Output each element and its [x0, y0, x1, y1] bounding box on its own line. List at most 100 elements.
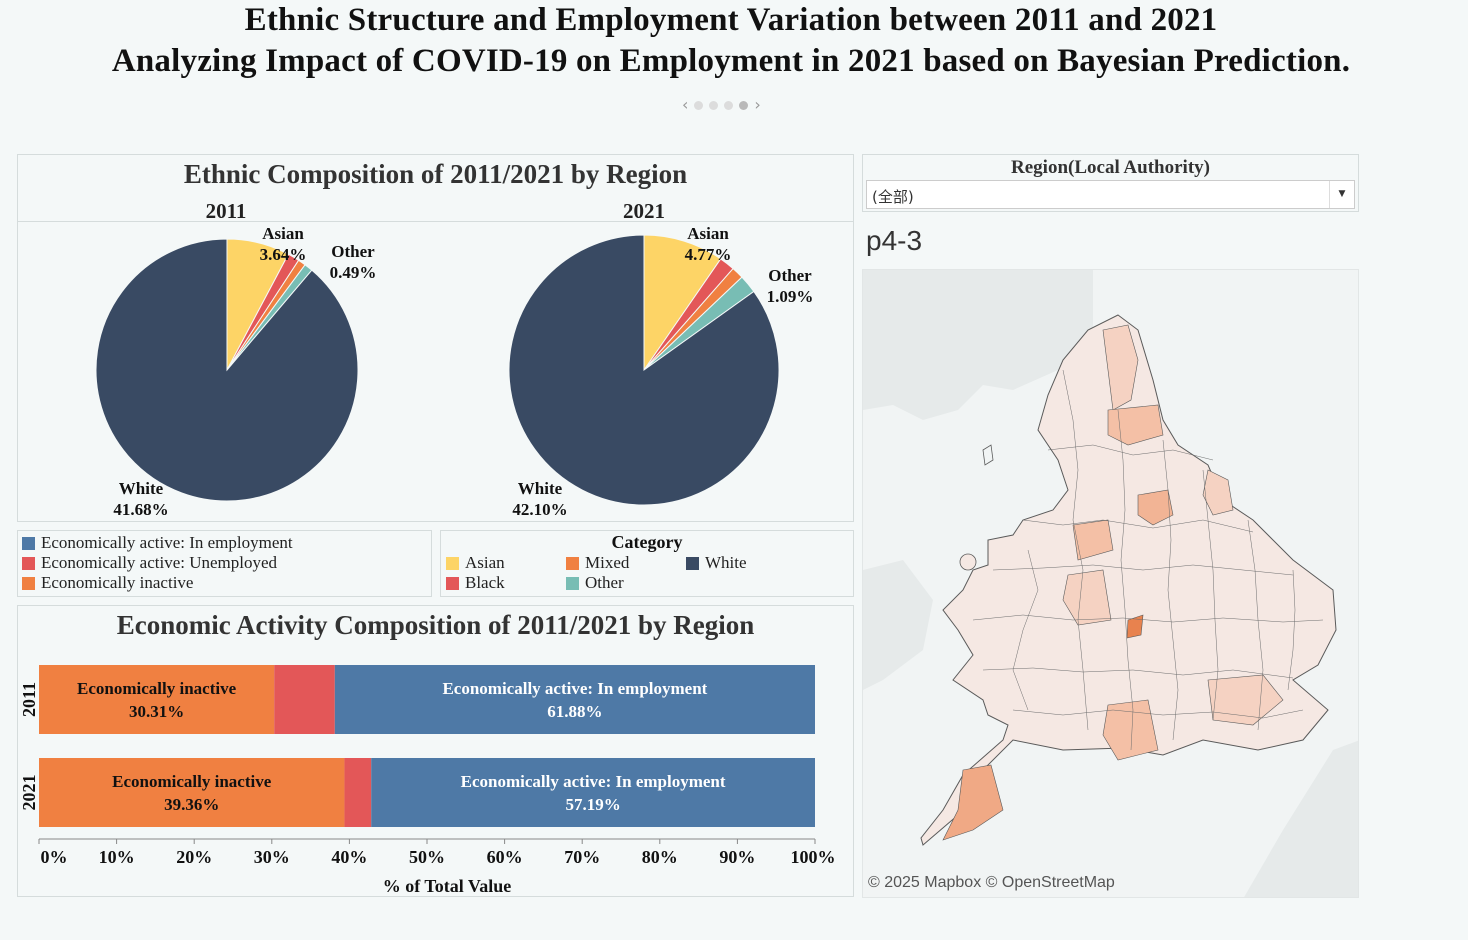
pie-label-white: White	[518, 479, 563, 498]
swatch-in-employment	[22, 536, 35, 550]
region-filter: Region(Local Authority) (全部) ▼	[862, 154, 1359, 212]
map-district[interactable]	[1126, 614, 1144, 639]
map-district-boundaries	[972, 369, 1324, 751]
swatch-white	[686, 556, 699, 570]
bar-section-title: Economic Activity Composition of 2011/20…	[116, 610, 755, 640]
bar-year-label: 2021	[19, 775, 39, 811]
map-land-france	[1244, 740, 1358, 897]
pie-label-white-pct: 41.68%	[113, 500, 168, 519]
pager-dot-1[interactable]	[694, 100, 704, 110]
economic-activity-legend: Economically active: In employment Econo…	[17, 530, 432, 597]
bar-label-inactive-pct: 30.31%	[129, 702, 184, 721]
bar-label-employment: Economically active: In employment	[461, 772, 726, 791]
swatch-black	[446, 576, 459, 590]
pie-slice-white[interactable]	[95, 238, 359, 502]
chevron-right-icon[interactable]: ›	[754, 95, 761, 114]
england-wales-map[interactable]	[863, 270, 1359, 898]
map-district[interactable]	[1107, 404, 1164, 446]
title-line-2: Analyzing Impact of COVID-19 on Employme…	[111, 43, 1351, 79]
map-land-scotland	[863, 270, 1093, 420]
pie-label-other: Other	[768, 266, 812, 285]
bar-segment-in-employment[interactable]	[371, 758, 815, 827]
bar-segment-inactive[interactable]	[39, 665, 275, 734]
legend-item-unemployed[interactable]: Economically active: Unemployed	[22, 553, 277, 573]
legend-label: Asian	[465, 553, 505, 572]
pager-dot-2[interactable]	[709, 100, 719, 110]
map-district[interactable]	[1102, 699, 1159, 761]
swatch-asian	[446, 556, 459, 570]
caret-down-icon[interactable]: ▼	[1329, 181, 1354, 208]
category-legend-title: Category	[611, 532, 683, 552]
legend-item-inactive[interactable]: Economically inactive	[22, 573, 193, 593]
map-district[interactable]	[1137, 489, 1174, 526]
x-tick-label: 20%	[176, 847, 212, 867]
swatch-inactive	[22, 576, 35, 590]
x-tick-label: 0%	[41, 847, 68, 867]
map-island-man[interactable]	[982, 444, 994, 466]
bar-label-inactive: Economically inactive	[77, 679, 237, 698]
pie-label-other: Other	[331, 242, 375, 261]
pie-year-2011: 2011	[205, 199, 247, 223]
legend-item-in-employment[interactable]: Economically active: In employment	[22, 533, 293, 553]
ethnic-composition-panel: Ethnic Composition of 2011/2021 by Regio…	[17, 154, 854, 522]
swatch-unemployed	[22, 556, 35, 570]
map-district[interactable]	[1202, 469, 1234, 516]
x-tick-label: 80%	[642, 847, 678, 867]
map-land-ireland	[863, 560, 933, 690]
legend-item-black[interactable]: Black	[446, 573, 505, 593]
bar-label-inactive-pct: 39.36%	[164, 795, 219, 814]
pie-charts: Asian 3.64% Other 0.49% White 41.68% Asian 4.77…	[95, 224, 813, 519]
map-district[interactable]	[1102, 324, 1139, 411]
pager-dot-4[interactable]	[739, 100, 749, 110]
legend-label: Black	[465, 573, 505, 592]
bar-segment-inactive[interactable]	[39, 758, 345, 827]
pie-label-white: White	[119, 479, 164, 498]
map-district[interactable]	[1072, 519, 1114, 561]
bar-segment-unemployed[interactable]	[274, 665, 335, 734]
x-tick-label: 90%	[719, 847, 755, 867]
pie-label-asian-pct: 4.77%	[685, 245, 732, 264]
x-tick-label: 70%	[564, 847, 600, 867]
pie-slice-asian[interactable]	[643, 234, 722, 372]
bar-label-employment: Economically active: In employment	[442, 679, 707, 698]
bar-label-employment-pct: 57.19%	[565, 795, 620, 814]
x-tick-label: 50%	[409, 847, 445, 867]
legend-item-white[interactable]: White	[686, 553, 747, 573]
map-heading: p4-3	[866, 225, 923, 256]
map-district[interactable]	[1207, 674, 1284, 726]
legend-item-asian[interactable]: Asian	[446, 553, 505, 573]
map-island-anglesey[interactable]	[959, 553, 977, 571]
region-dropdown[interactable]: (全部) ▼	[866, 180, 1355, 209]
map-district[interactable]	[942, 764, 1004, 841]
legend-item-other[interactable]: Other	[566, 573, 624, 593]
category-legend: Category Asian Mixed White Black Other	[440, 530, 854, 597]
map-credit: © 2025 Mapbox © OpenStreetMap	[868, 874, 1115, 891]
dashboard-title: Ethnic Structure and Employment Variatio…	[0, 0, 1462, 82]
stacked-bar-chart: Economically inactive 30.31% Economically …	[19, 665, 836, 896]
pie-section-title: Ethnic Composition of 2011/2021 by Regio…	[183, 159, 688, 189]
bar-label-employment-pct: 61.88%	[547, 702, 602, 721]
map-panel[interactable]: © 2025 Mapbox © OpenStreetMap	[862, 269, 1359, 898]
pie-divider	[18, 221, 853, 222]
filter-label: Region(Local Authority)	[1011, 157, 1210, 178]
x-tick-label: 60%	[487, 847, 523, 867]
bar-segment-unemployed[interactable]	[344, 758, 372, 827]
pager-dot-3[interactable]	[724, 100, 734, 110]
legend-item-mixed[interactable]: Mixed	[566, 553, 629, 573]
chevron-left-icon[interactable]: ‹	[682, 95, 689, 114]
economic-activity-panel: Economic Activity Composition of 2011/20…	[17, 605, 854, 897]
title-line-1: Ethnic Structure and Employment Variatio…	[244, 2, 1218, 38]
pie-slice-white[interactable]	[508, 234, 780, 506]
legend-label: Mixed	[585, 553, 630, 572]
pie-year-2021: 2021	[623, 199, 665, 223]
pie-label-other-pct: 0.49%	[330, 263, 377, 282]
x-tick-label: 30%	[254, 847, 290, 867]
pie-label-white-pct: 42.10%	[512, 500, 567, 519]
dropdown-value: (全部)	[872, 188, 914, 206]
bar-segment-in-employment[interactable]	[334, 665, 815, 734]
swatch-other	[566, 576, 579, 590]
legend-label: Economically active: Unemployed	[41, 553, 278, 572]
legend-label: Other	[585, 573, 624, 592]
bar-year-label: 2011	[19, 682, 39, 717]
map-district[interactable]	[1062, 569, 1112, 626]
